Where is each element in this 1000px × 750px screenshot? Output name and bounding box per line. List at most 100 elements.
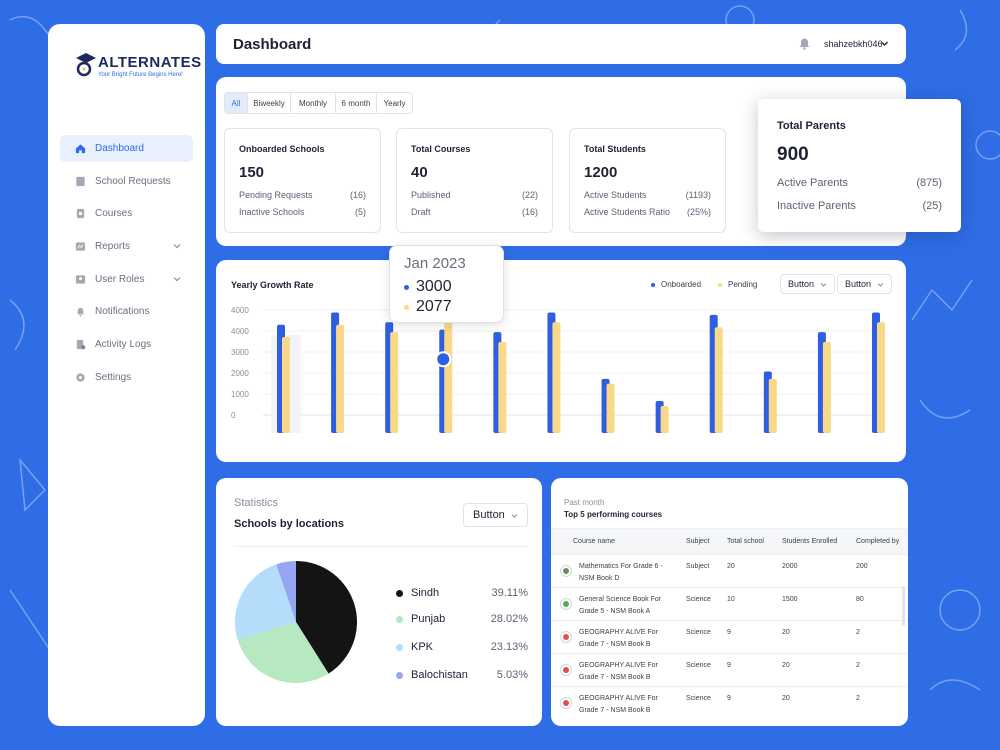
chevron-down-icon[interactable]	[880, 39, 889, 48]
bar-pending[interactable]	[282, 337, 290, 433]
sidebar-item-notifications[interactable]: Notifications	[60, 298, 193, 325]
stat-row: Active Parents (875)	[777, 177, 942, 189]
column-header[interactable]: Students Enrolled	[782, 538, 838, 545]
course-name-cell: GEOGRAPHY ALIVE For Grade 7 - NSM Book B	[579, 660, 658, 684]
course-name-line: GEOGRAPHY ALIVE For	[579, 629, 658, 636]
legend-name: Sindh	[411, 587, 440, 599]
stat-value: 150	[239, 164, 265, 181]
bar-pending[interactable]	[552, 322, 561, 433]
chart-dropdown-button-2[interactable]: Button	[837, 274, 893, 294]
sidebar-item-settings[interactable]: Settings	[60, 364, 193, 391]
stat-row-value: (22)	[521, 190, 538, 200]
sidebar-item-school-requests[interactable]: School Requests	[60, 168, 193, 195]
course-book-icon	[560, 598, 572, 610]
gear-icon	[76, 373, 85, 382]
locations-dropdown-button[interactable]: Button	[463, 503, 528, 527]
tab-all[interactable]: All	[225, 93, 248, 113]
y-tick-label: 4000	[231, 327, 249, 336]
course-book-icon	[560, 664, 572, 676]
chart-dropdown-button-1[interactable]: Button	[780, 274, 836, 294]
table-row[interactable]: GEOGRAPHY ALIVE For Grade 7 - NSM Book B S…	[551, 686, 908, 719]
table-row[interactable]: Mathematics For Grade 6 - NSM Book D Subje…	[551, 554, 908, 587]
completed-by-cell: 200	[856, 563, 868, 570]
table-row[interactable]: GEOGRAPHY ALIVE For Grade 7 - NSM Book B S…	[551, 653, 908, 686]
table-row[interactable]: General Science Book For Grade 5 - NSM Bo…	[551, 587, 908, 620]
stat-row-value: (16)	[521, 207, 538, 217]
column-header[interactable]: Total school	[727, 538, 764, 545]
table-row[interactable]: GEOGRAPHY ALIVE For Grade 7 - NSM Book B S…	[551, 620, 908, 653]
column-header[interactable]: Subject	[686, 538, 710, 545]
column-header[interactable]: Completed by	[856, 538, 900, 545]
bar-pending[interactable]	[336, 324, 345, 433]
sidebar-item-label: Reports	[95, 241, 131, 253]
pie-slice-balochistan[interactable]	[276, 561, 296, 622]
legend-name: Punjab	[411, 613, 446, 625]
stat-row: Active Students Ratio (25%)	[584, 207, 711, 217]
stat-row: Published (22)	[411, 190, 538, 200]
pie-slice-sindh[interactable]	[296, 561, 357, 674]
total-school-cell: 9	[727, 629, 731, 636]
chevron-down-icon	[820, 282, 827, 287]
stat-value: 900	[777, 144, 809, 165]
completed-by-cell: 2	[856, 695, 860, 702]
user-menu-name[interactable]: shahzebkh046	[824, 39, 883, 49]
stat-value: 40	[411, 164, 428, 181]
card-title: Top 5 performing courses	[564, 510, 663, 519]
stat-row-label: Inactive Schools	[239, 207, 305, 217]
tab-monthly[interactable]: Monthly	[291, 93, 336, 113]
tab-yearly[interactable]: Yearly	[383, 98, 406, 108]
sidebar-item-label: Dashboard	[95, 143, 144, 154]
stat-row-label: Published	[411, 190, 451, 200]
y-tick-label: 2000	[231, 369, 249, 378]
legend-name: Balochistan	[411, 669, 468, 681]
card-title: Schools by locations	[234, 518, 345, 530]
sidebar-item-courses[interactable]: Courses	[60, 200, 193, 227]
bar-pending[interactable]	[768, 378, 777, 433]
stat-row-label: Pending Requests	[239, 190, 313, 200]
tab-biweekly[interactable]: Biweekly	[248, 93, 291, 113]
bar-pending[interactable]	[606, 383, 615, 433]
course-name-line: Grade 7 - NSM Book B	[579, 707, 651, 714]
bar-pending[interactable]	[660, 405, 669, 433]
table-scrollbar[interactable]	[902, 586, 905, 626]
legend-onboarded: Onboarded	[651, 280, 701, 289]
y-tick-label: 3000	[231, 348, 249, 357]
bar-pending[interactable]	[444, 317, 453, 433]
activity-icon	[76, 340, 86, 350]
sidebar-item-activity-logs[interactable]: Activity Logs	[60, 331, 193, 358]
sidebar-item-dashboard[interactable]: Dashboard	[60, 135, 193, 162]
legend-pct: 5.03%	[496, 669, 528, 681]
bar-pending[interactable]	[877, 322, 885, 433]
sidebar-nav: Dashboard School Requests Courses Report…	[60, 135, 193, 397]
stat-row-label: Draft	[411, 207, 431, 217]
chevron-down-icon	[173, 244, 181, 249]
sidebar-item-label: Activity Logs	[95, 339, 152, 351]
students-enrolled-cell: 20	[782, 662, 790, 669]
logo-text: ALTERNATES	[98, 54, 202, 71]
legend-dot	[396, 589, 403, 597]
page-title: Dashboard	[233, 36, 312, 53]
bar-pending[interactable]	[498, 341, 507, 433]
pie-slice-punjab[interactable]	[237, 622, 329, 683]
sidebar-item-reports[interactable]: Reports	[60, 233, 193, 260]
top-courses-card: Past month Top 5 performing courses Cour…	[551, 478, 908, 726]
pie-slice-kpk[interactable]	[235, 564, 296, 640]
sidebar-item-user-roles[interactable]: User Roles	[60, 266, 193, 293]
notification-bell-icon[interactable]	[798, 36, 811, 50]
logo[interactable]: ALTERNATES Your Bright Future Begins Her…	[74, 51, 201, 85]
stat-card-parents: Total Parents 900 Active Parents (875) In…	[758, 99, 961, 232]
bar-pending[interactable]	[390, 332, 399, 433]
bar-pending[interactable]	[714, 327, 723, 433]
chevron-down-icon	[511, 513, 518, 518]
bar-pending[interactable]	[822, 341, 831, 433]
y-tick-label: 1000	[231, 390, 249, 399]
column-header[interactable]: Course name	[573, 538, 616, 545]
stat-card-students: Total Students 1200 Active Students (1193…	[569, 128, 726, 233]
y-tick-label: 0	[231, 411, 236, 420]
stat-title: Total Students	[584, 144, 646, 154]
stat-row: Active Students (1193)	[584, 190, 711, 200]
highlight-marker[interactable]	[435, 351, 452, 368]
tab-6-month[interactable]: 6 month	[336, 93, 377, 113]
graduation-cap-logo-icon	[76, 53, 96, 77]
course-name-line: Mathematics For Grade 6 -	[579, 563, 663, 570]
